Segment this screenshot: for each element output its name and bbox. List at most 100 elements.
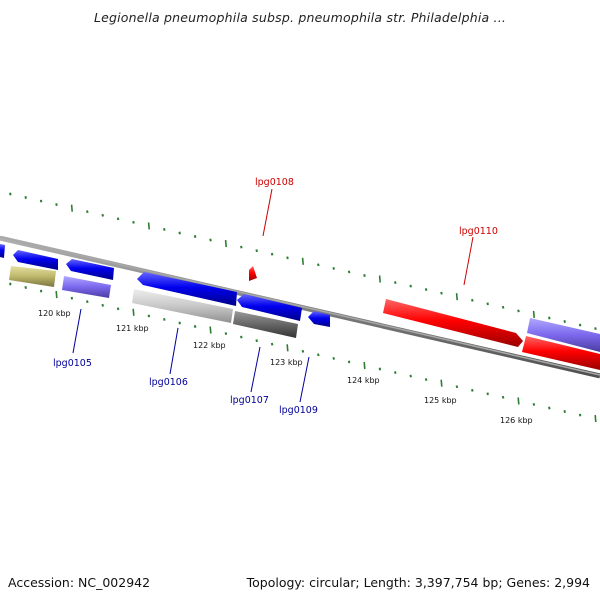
minor-tick xyxy=(9,282,12,286)
scale-label-121kbp: 121 kbp xyxy=(116,324,149,333)
minor-tick xyxy=(270,342,274,346)
minor-tick xyxy=(224,332,228,336)
minor-tick xyxy=(378,367,382,371)
leader-lpg0107 xyxy=(250,346,261,393)
feature-lpg0109[interactable] xyxy=(308,311,330,327)
major-tick xyxy=(55,291,58,299)
minor-tick xyxy=(471,388,474,392)
scale-label-123kbp: 123 kbp xyxy=(270,358,303,367)
minor-tick xyxy=(548,316,551,320)
gene-label-lpg0105[interactable]: lpg0105 xyxy=(53,358,92,369)
minor-tick xyxy=(86,300,89,304)
minor-tick xyxy=(578,413,582,417)
minor-tick xyxy=(347,360,351,364)
major-tick xyxy=(209,326,212,334)
minor-tick xyxy=(255,339,258,343)
major-tick xyxy=(301,257,304,265)
feature-purple-left[interactable] xyxy=(62,276,111,298)
minor-tick xyxy=(147,314,151,318)
minor-tick xyxy=(424,378,428,382)
feature-lpg0106[interactable] xyxy=(132,289,233,323)
feature-lpg0110[interactable] xyxy=(383,299,600,370)
minor-tick xyxy=(563,410,566,413)
minor-tick xyxy=(240,335,243,339)
feature-lpg0107-upper[interactable] xyxy=(237,294,302,321)
major-tick xyxy=(132,308,135,316)
minor-tick xyxy=(9,192,12,196)
minor-tick xyxy=(332,266,335,270)
minor-tick xyxy=(578,323,582,327)
minor-tick xyxy=(101,213,104,217)
scale-label-126kbp: 126 kbp xyxy=(500,416,533,425)
minor-tick xyxy=(101,303,104,307)
minor-tick xyxy=(163,317,166,321)
major-tick xyxy=(532,310,535,318)
minor-tick xyxy=(409,284,412,288)
major-tick xyxy=(363,361,366,370)
minor-tick xyxy=(178,231,181,235)
scale-label-120kbp: 120 kbp xyxy=(38,309,71,318)
minor-tick xyxy=(86,210,89,214)
minor-tick xyxy=(317,263,320,267)
minor-tick xyxy=(240,245,243,249)
scale-label-122kbp: 122 kbp xyxy=(193,341,226,350)
gene-label-lpg0106[interactable]: lpg0106 xyxy=(149,377,188,388)
feature-lpg0108[interactable] xyxy=(249,266,257,281)
minor-tick xyxy=(193,325,197,328)
minor-tick xyxy=(116,217,120,221)
feature-blue-a[interactable] xyxy=(13,250,58,270)
minor-tick xyxy=(24,286,27,289)
minor-tick xyxy=(132,220,135,224)
gene-label-lpg0109[interactable]: lpg0109 xyxy=(279,405,318,416)
map-title: Legionella pneumophila subsp. pneumophil… xyxy=(93,10,507,25)
gene-label-lpg0110[interactable]: lpg0110 xyxy=(459,226,498,237)
feature-lpg0107[interactable] xyxy=(233,311,298,338)
leader-lpg0106 xyxy=(169,327,179,375)
minor-tick xyxy=(501,395,505,399)
minor-tick xyxy=(70,296,74,300)
gene-label-lpg0108[interactable]: lpg0108 xyxy=(255,177,294,188)
minor-tick xyxy=(532,402,536,406)
gene-label-lpg0107[interactable]: lpg0107 xyxy=(230,395,269,406)
minor-tick xyxy=(394,281,397,285)
scale-label-125kbp: 125 kbp xyxy=(424,396,457,405)
minor-tick xyxy=(563,320,566,323)
leader-lpg0110 xyxy=(463,236,474,286)
minor-tick xyxy=(286,256,289,260)
minor-tick xyxy=(424,288,428,292)
minor-tick xyxy=(317,353,320,357)
major-tick xyxy=(70,204,73,212)
feature-blue-edge[interactable] xyxy=(0,244,5,258)
major-tick xyxy=(440,379,443,387)
minor-tick xyxy=(193,235,197,238)
minor-tick xyxy=(270,252,274,256)
feature-purple-right[interactable] xyxy=(527,318,600,352)
minor-tick xyxy=(501,305,505,309)
minor-tick xyxy=(178,321,181,325)
major-tick xyxy=(224,240,227,248)
minor-tick xyxy=(594,327,597,331)
minor-tick xyxy=(486,392,489,396)
major-tick xyxy=(517,397,520,405)
major-tick xyxy=(455,293,458,301)
feature-olive[interactable] xyxy=(9,266,56,287)
minor-tick xyxy=(517,309,520,313)
minor-tick xyxy=(301,349,305,353)
accession-text: Accession: NC_002942 xyxy=(8,575,151,590)
leader-lpg0108 xyxy=(262,188,273,237)
minor-tick xyxy=(39,289,43,293)
minor-tick xyxy=(471,298,474,302)
lower-tick-track xyxy=(9,282,597,423)
minor-tick xyxy=(24,196,27,199)
minor-tick xyxy=(255,249,258,253)
feature-lpg0106-upper[interactable] xyxy=(137,272,237,306)
backbone-line xyxy=(0,235,600,379)
backbone-highlight xyxy=(0,236,600,376)
feature-blue-b[interactable] xyxy=(66,259,114,280)
minor-tick xyxy=(440,291,443,295)
minor-tick xyxy=(455,385,459,389)
leader-lpg0109 xyxy=(299,356,310,403)
minor-tick xyxy=(548,406,551,410)
minor-tick xyxy=(55,203,58,207)
